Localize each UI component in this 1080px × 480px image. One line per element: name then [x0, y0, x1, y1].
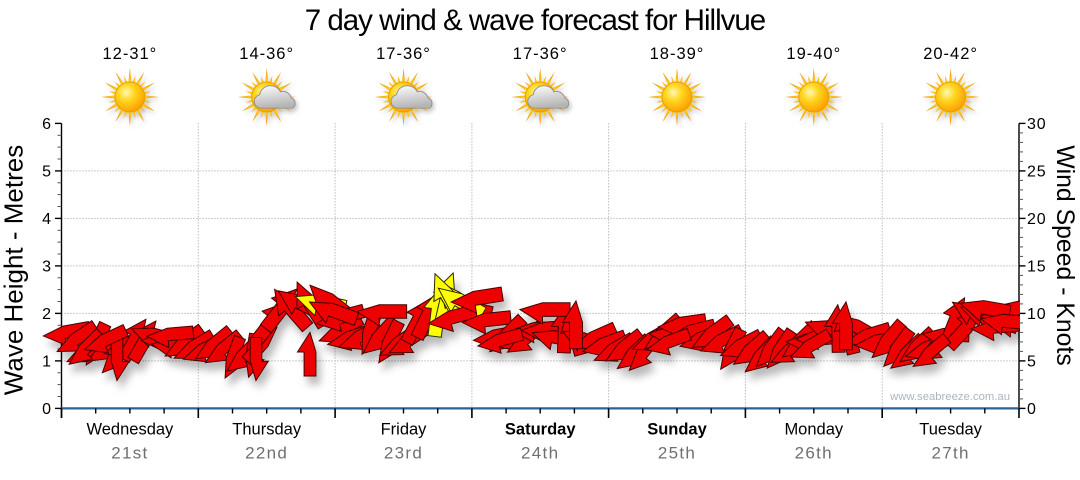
- svg-text:Wednesday: Wednesday: [86, 420, 174, 438]
- svg-text:30: 30: [1027, 116, 1047, 133]
- svg-text:25th: 25th: [658, 443, 696, 462]
- svg-text:www.seabreeze.com.au: www.seabreeze.com.au: [889, 391, 1010, 403]
- svg-text:18-39°: 18-39°: [650, 45, 705, 63]
- svg-text:Wave Height - Metres: Wave Height - Metres: [0, 145, 29, 395]
- svg-text:19-40°: 19-40°: [786, 45, 841, 63]
- svg-text:0: 0: [42, 401, 51, 418]
- svg-text:22nd: 22nd: [245, 443, 288, 462]
- svg-text:Wind Speed - Knots: Wind Speed - Knots: [1051, 145, 1078, 366]
- svg-text:7 day wind & wave forecast for: 7 day wind & wave forecast for Hillvue: [305, 4, 766, 37]
- svg-text:Saturday: Saturday: [505, 420, 576, 438]
- svg-text:Thursday: Thursday: [232, 420, 302, 438]
- svg-text:14-36°: 14-36°: [239, 45, 294, 63]
- svg-text:0: 0: [1027, 401, 1037, 418]
- svg-text:2: 2: [42, 306, 51, 323]
- svg-text:Friday: Friday: [381, 420, 428, 438]
- svg-text:26th: 26th: [795, 443, 833, 462]
- svg-text:25: 25: [1027, 164, 1047, 181]
- svg-text:4: 4: [42, 211, 51, 228]
- svg-text:20: 20: [1027, 211, 1047, 228]
- svg-text:3: 3: [42, 259, 51, 276]
- svg-text:10: 10: [1027, 306, 1047, 323]
- svg-text:15: 15: [1027, 259, 1047, 276]
- svg-text:Sunday: Sunday: [647, 420, 707, 438]
- svg-text:Tuesday: Tuesday: [919, 420, 982, 438]
- svg-text:1: 1: [42, 354, 51, 371]
- svg-text:6: 6: [42, 116, 51, 133]
- svg-text:21st: 21st: [111, 443, 148, 462]
- svg-text:17-36°: 17-36°: [376, 45, 431, 63]
- svg-text:24th: 24th: [521, 443, 559, 462]
- svg-text:23rd: 23rd: [384, 443, 423, 462]
- svg-text:Monday: Monday: [784, 420, 843, 438]
- svg-text:27th: 27th: [931, 443, 969, 462]
- svg-text:12-31°: 12-31°: [102, 45, 157, 63]
- svg-text:20-42°: 20-42°: [923, 45, 978, 63]
- svg-text:5: 5: [1027, 354, 1037, 371]
- svg-text:5: 5: [42, 164, 51, 181]
- svg-text:17-36°: 17-36°: [513, 45, 568, 63]
